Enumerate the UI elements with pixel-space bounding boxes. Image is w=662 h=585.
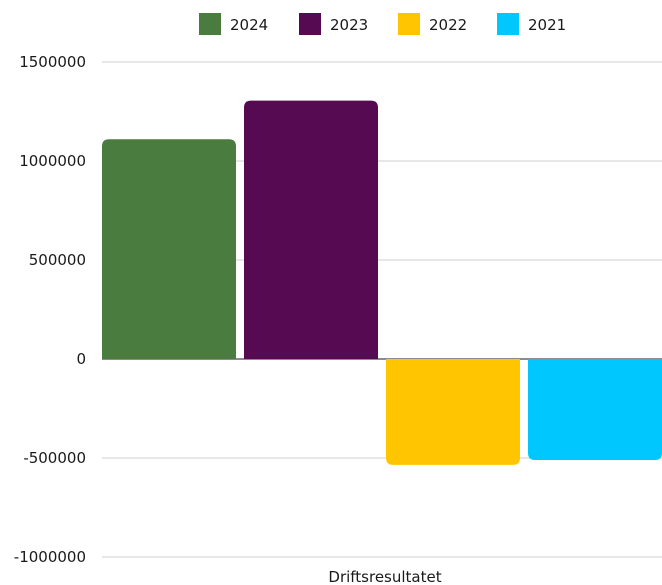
legend-item-2024[interactable]: 2024 xyxy=(199,13,268,35)
y-tick-label: 1000000 xyxy=(19,152,86,170)
legend-swatch xyxy=(199,13,221,35)
y-tick-label: -1000000 xyxy=(14,548,86,566)
legend-label: 2021 xyxy=(528,16,566,34)
bar-2023 xyxy=(244,100,378,360)
legend-swatch xyxy=(398,13,420,35)
chart-legend: 2024 2023 2022 2021 xyxy=(199,13,566,35)
y-tick-label: 0 xyxy=(76,350,86,368)
y-tick-label: -500000 xyxy=(23,449,86,467)
bar-2021 xyxy=(528,359,662,460)
legend-label: 2022 xyxy=(429,16,467,34)
y-axis-ticks: 1500000 1000000 500000 0 -500000 -1000000 xyxy=(14,53,86,566)
bar-series xyxy=(102,100,662,465)
y-tick-label: 500000 xyxy=(29,251,86,269)
legend-swatch xyxy=(497,13,519,35)
bar-2024 xyxy=(102,139,236,359)
x-axis-labels: Driftsresultatet xyxy=(328,568,441,585)
legend-label: 2023 xyxy=(330,16,368,34)
legend-swatch xyxy=(299,13,321,35)
legend-item-2021[interactable]: 2021 xyxy=(497,13,566,35)
x-category-label: Driftsresultatet xyxy=(328,568,441,585)
legend-label: 2024 xyxy=(230,16,268,34)
y-tick-label: 1500000 xyxy=(19,53,86,71)
legend-item-2022[interactable]: 2022 xyxy=(398,13,467,35)
bar-2022 xyxy=(386,359,520,465)
legend-item-2023[interactable]: 2023 xyxy=(299,13,368,35)
